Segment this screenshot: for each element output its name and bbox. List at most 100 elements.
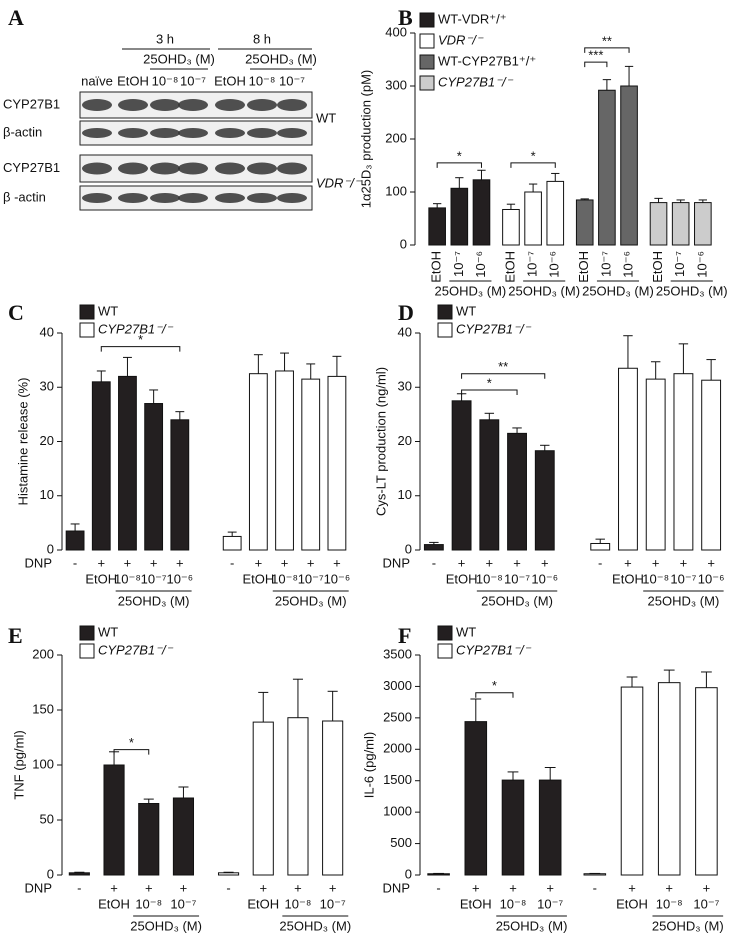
dnp-label: + xyxy=(124,555,132,570)
significance-label: ** xyxy=(602,33,612,48)
legend-swatch xyxy=(437,322,453,338)
x-tick-label: 10⁻⁷ xyxy=(141,571,167,586)
treatment-label: 25OHD₃ (M) xyxy=(245,51,317,66)
bar xyxy=(673,373,694,551)
dnp-label: - xyxy=(436,880,440,895)
bar xyxy=(451,400,472,551)
x-tick-label: 10⁻⁷ xyxy=(537,896,563,911)
band xyxy=(215,128,245,138)
bar xyxy=(546,180,565,246)
y-tick-label: 0 xyxy=(400,236,407,251)
band xyxy=(247,193,277,203)
x-tick-label: 10⁻⁷ xyxy=(320,896,346,911)
group-label: 25OHD₃ (M) xyxy=(652,918,724,933)
band xyxy=(82,162,112,175)
dnp-label: + xyxy=(294,880,302,895)
band xyxy=(178,128,208,138)
y-tick-label: 100 xyxy=(32,756,54,771)
x-tick-label: 10⁻⁸ xyxy=(656,896,683,911)
bar xyxy=(695,687,718,876)
bar xyxy=(427,873,450,876)
y-tick-label: 10 xyxy=(398,487,412,502)
x-tick-label: EtOH xyxy=(650,251,665,283)
x-tick-label: 10⁻⁸ xyxy=(135,896,162,911)
legend-swatch xyxy=(437,304,453,320)
legend-label: CYP27B1⁻/⁻ xyxy=(98,642,174,657)
dnp-label: + xyxy=(458,555,466,570)
bar xyxy=(248,373,268,551)
lane-label: naïve xyxy=(81,73,113,88)
band xyxy=(178,162,208,175)
treatment-label: 25OHD₃ (M) xyxy=(143,51,215,66)
legend-swatch xyxy=(419,12,435,28)
legend-swatch xyxy=(437,625,453,641)
legend-label: VDR⁻/⁻ xyxy=(438,32,484,47)
bar xyxy=(645,378,666,551)
y-tick-label: 0 xyxy=(47,541,54,556)
dnp-label: - xyxy=(226,880,230,895)
bar xyxy=(479,419,500,551)
legend-swatch xyxy=(79,625,95,641)
panel-letter: A xyxy=(8,5,24,30)
dnp-label: + xyxy=(281,555,289,570)
bar xyxy=(507,432,527,551)
dnp-label: + xyxy=(307,555,315,570)
bar xyxy=(287,717,309,876)
y-tick-label: 1000 xyxy=(383,804,412,819)
row-label: CYP27B1 xyxy=(3,96,60,111)
significance-label: * xyxy=(487,375,492,390)
row-label: β-actin xyxy=(3,124,42,139)
y-tick-label: 30 xyxy=(40,379,54,394)
dnp-label: + xyxy=(180,880,188,895)
group-label: 25OHD₃ (M) xyxy=(582,283,654,298)
y-tick-label: 0 xyxy=(47,866,54,881)
bar xyxy=(222,535,242,551)
legend-swatch xyxy=(79,322,95,338)
x-tick-label: 10⁻⁷ xyxy=(672,251,687,277)
band xyxy=(215,162,245,175)
significance-bracket xyxy=(584,61,608,68)
y-axis-label: IL-6 (pg/ml) xyxy=(361,732,376,798)
x-tick-label: 10⁻⁷ xyxy=(693,896,719,911)
bar xyxy=(217,872,240,876)
lane-label: 10⁻⁷ xyxy=(180,73,206,88)
legend-swatch xyxy=(79,643,95,659)
x-tick-label: EtOH xyxy=(612,571,644,586)
x-tick-label: 10⁻⁶ xyxy=(694,251,709,278)
dnp-label: + xyxy=(150,555,158,570)
x-tick-label: 10⁻⁷ xyxy=(504,571,530,586)
significance-label: * xyxy=(138,332,143,347)
bar xyxy=(472,179,491,246)
dnp-label: + xyxy=(665,880,673,895)
dnp-label: + xyxy=(97,555,105,570)
dnp-label: + xyxy=(513,555,521,570)
bar xyxy=(590,542,611,551)
bar xyxy=(428,207,446,246)
row-label: β -actin xyxy=(3,189,46,204)
group-label: 25OHD₃ (M) xyxy=(118,593,190,608)
dnp-label: + xyxy=(509,880,517,895)
significance-bracket xyxy=(100,346,181,352)
x-tick-label: EtOH xyxy=(460,896,492,911)
bar xyxy=(252,721,274,876)
bar xyxy=(694,202,712,246)
band xyxy=(247,128,277,138)
significance-bracket xyxy=(436,162,482,168)
band xyxy=(178,99,208,111)
x-tick-label: EtOH xyxy=(242,571,274,586)
bar xyxy=(524,191,542,246)
bar xyxy=(701,379,722,551)
band xyxy=(277,193,307,203)
significance-bracket xyxy=(113,749,150,755)
legend-label: WT xyxy=(456,624,476,639)
dnp-label: - xyxy=(230,555,234,570)
significance-label: ** xyxy=(498,359,508,374)
x-tick-label: EtOH xyxy=(576,251,591,283)
x-tick-label: EtOH xyxy=(502,251,517,283)
group-label: 25OHD₃ (M) xyxy=(496,918,568,933)
x-tick-label: 10⁻⁷ xyxy=(670,571,696,586)
dnp-label: + xyxy=(110,880,118,895)
panel-letter: B xyxy=(398,5,413,30)
panel-letter: E xyxy=(8,623,23,648)
